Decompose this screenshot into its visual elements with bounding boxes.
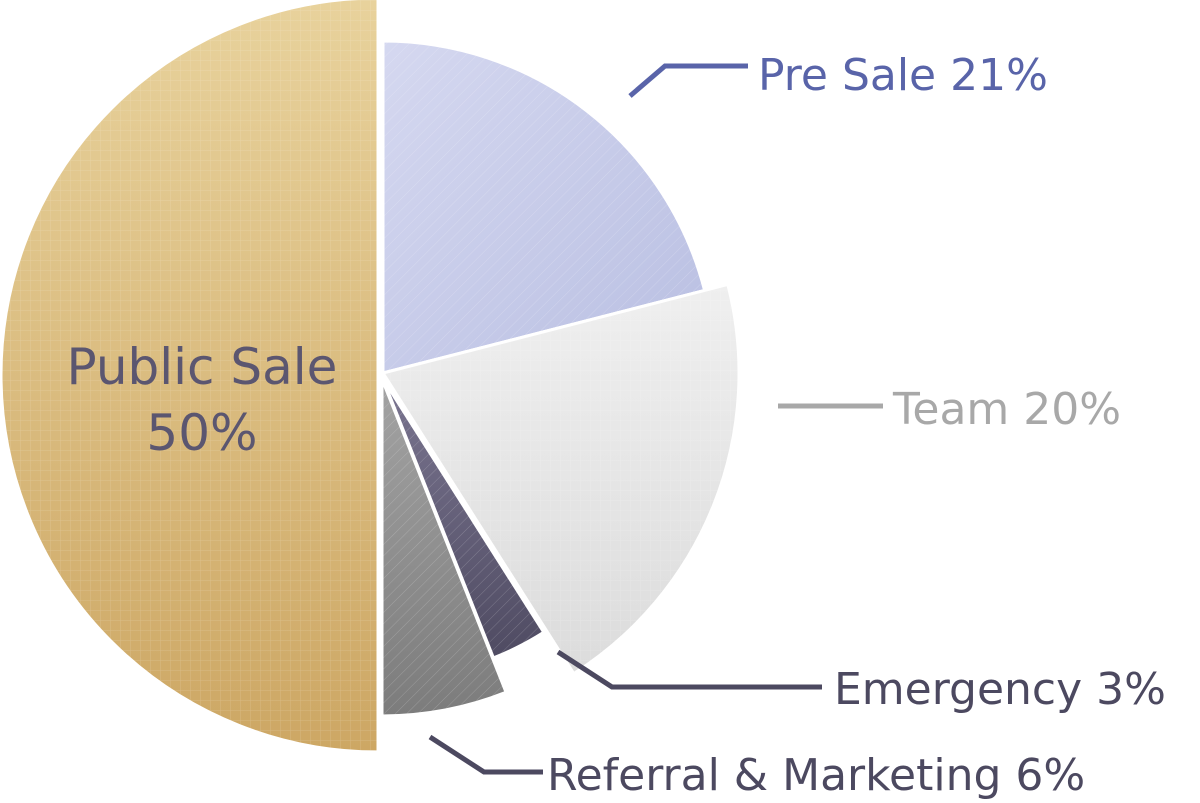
data-label-referral-marketing: Referral & Marketing 6% <box>547 750 1085 801</box>
data-label-team: Team 20% <box>892 384 1121 435</box>
data-label-pre-sale: Pre Sale 21% <box>758 50 1048 101</box>
leader-line-pre-sale <box>630 66 748 96</box>
data-label-public-sale-name: Public Sale <box>67 338 338 396</box>
data-label-public-sale-value: 50% <box>146 404 257 462</box>
data-label-emergency: Emergency 3% <box>834 664 1166 715</box>
leader-line-referral-marketing <box>430 737 543 772</box>
